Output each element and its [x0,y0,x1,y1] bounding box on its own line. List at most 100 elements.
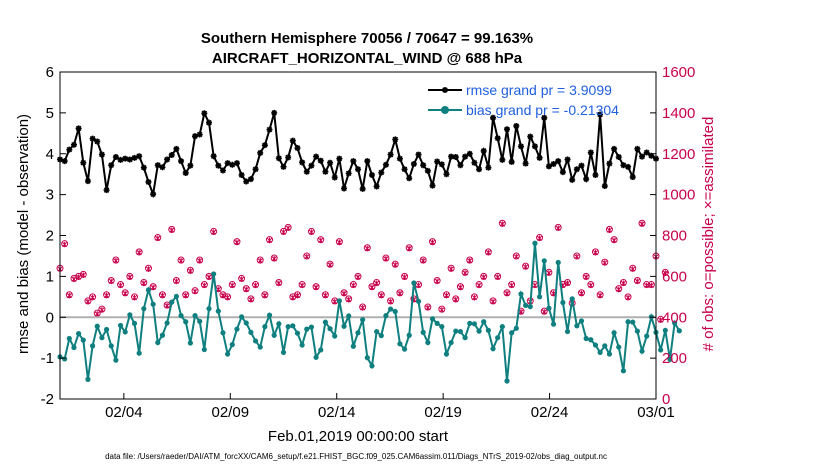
bias-point [243,320,249,326]
rmse-point [555,158,562,165]
rmse-point [173,145,180,152]
obs-assimilated-point [155,235,161,242]
rmse-point [247,176,254,183]
bias-point [527,304,533,310]
rmse-point [219,167,226,174]
bias-point [443,351,450,357]
bias-point [341,323,347,329]
bias-point [457,328,464,335]
rmse-point [471,159,478,166]
bias-point [495,335,501,341]
obs-assimilated-point [327,262,333,268]
bias-point [420,329,426,335]
rmse-point [406,175,413,182]
bias-series-line [59,243,681,382]
bias-point [620,368,627,374]
obs-assimilated-point [141,280,147,287]
bias-point [546,305,552,311]
obs-assimilated-point [360,305,366,311]
bias-point [504,378,510,384]
bias-point [276,321,282,327]
bias-point [155,339,161,346]
obs-assimilated-point [234,239,240,246]
rmse-point [620,162,627,169]
left-tick-label: 2 [46,228,54,245]
bias-point [99,335,105,341]
rmse-point [378,169,385,176]
obs-assimilated-point [406,245,412,252]
rmse-point [61,158,68,165]
obs-assimilated-point [420,258,426,264]
bias-point [509,330,515,336]
rmse-point [154,162,161,169]
bias-point [374,328,380,335]
obs-assimilated-point [169,227,175,233]
rmse-point [145,178,152,185]
bias-point [252,338,259,344]
rmse-series-markers [57,109,659,198]
obs-assimilated-point [578,290,585,297]
obs-assimilated-point [178,258,184,264]
obs-assimilated-point [336,239,342,246]
bias-point [583,335,589,342]
rmse-point [499,156,506,163]
obs-assimilated-point [122,290,128,297]
rmse-point [448,153,455,160]
rmse-point [341,185,348,192]
obs-assimilated-point [644,282,650,289]
bias-point [397,341,403,347]
obs-assimilated-point [369,284,375,291]
bias-point [238,314,245,320]
obs-assimilated-point [495,274,501,280]
obs-assimilated-point [639,221,645,227]
obs-assimilated-point [471,294,477,301]
rmse-point [457,162,464,169]
rmse-point [103,187,110,194]
obs-assimilated-point [308,229,314,236]
rmse-point [434,158,441,165]
obs-assimilated-point [537,235,543,242]
bias-point [290,323,296,329]
rmse-point [271,109,278,116]
rmse-point [303,168,310,175]
bias-point [588,337,594,343]
rmse-point [126,156,133,163]
obs-assimilated-point [76,274,82,280]
rmse-point [424,167,431,174]
rmse-point [569,176,576,183]
obs-assimilated-point [271,255,277,262]
rmse-point [327,159,334,166]
obs-assimilated-point [499,221,505,227]
bias-point [332,333,338,339]
obs-assimilated-point [332,298,338,305]
obs-assimilated-point [620,280,626,287]
rmse-point [159,164,166,171]
obs-assimilated-point [402,274,408,280]
bias-point [523,302,529,308]
obs-assimilated-point [159,292,165,299]
obs-assimilated-point [262,292,268,299]
bias-point [122,329,128,335]
obs-assimilated-point [239,276,245,283]
obs-assimilated-point [662,270,668,276]
rmse-point [322,168,329,175]
bias-point [672,320,678,326]
obs-assimilated-point [658,317,664,323]
rmse-point [355,166,361,173]
left-tick-label: 5 [46,105,54,122]
rmse-point [429,182,436,189]
obs-assimilated-point [280,229,287,236]
bias-point [448,339,454,346]
bias-point [532,240,538,246]
bias-point [192,313,198,319]
x-tick-label: 02/14 [318,404,356,421]
rmse-point [545,163,552,170]
rmse-point [480,147,487,154]
bias-point [369,363,375,369]
bias-point [467,320,473,326]
rmse-point [331,174,338,181]
bias-point [141,306,147,312]
rmse-point [490,114,497,121]
rmse-point [182,169,189,176]
bias-point [159,332,166,338]
